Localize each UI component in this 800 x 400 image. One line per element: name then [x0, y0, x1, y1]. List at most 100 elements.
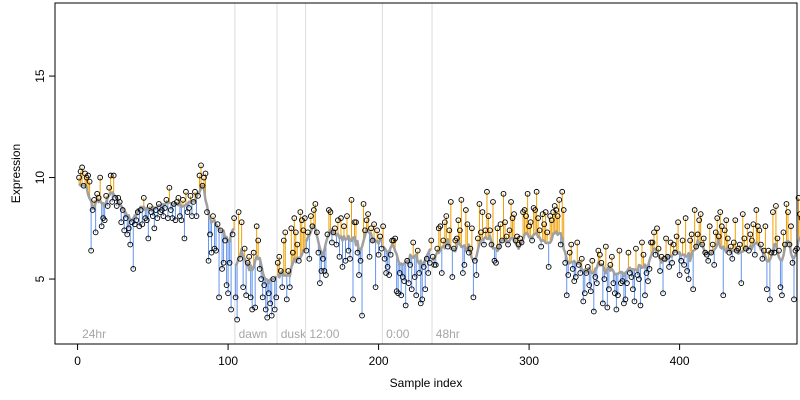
plot-frame — [54, 2, 798, 345]
data-point — [503, 233, 510, 240]
data-point — [262, 306, 269, 313]
data-point — [739, 211, 746, 217]
data-point — [166, 184, 173, 191]
data-point — [377, 233, 383, 240]
data-point — [548, 217, 555, 224]
data-point — [347, 255, 353, 262]
data-point — [536, 227, 543, 234]
data-point — [311, 207, 317, 213]
data-point — [696, 217, 703, 224]
data-point — [152, 207, 159, 213]
data-point — [752, 251, 758, 258]
data-point — [291, 215, 298, 222]
data-point — [315, 249, 322, 256]
data-point — [434, 245, 441, 252]
data-point — [255, 237, 262, 244]
region-label: 0:00 — [386, 327, 410, 341]
data-point — [360, 201, 367, 207]
x-tick-label: 400 — [670, 354, 690, 368]
data-point — [788, 223, 794, 230]
data-point — [797, 211, 800, 217]
data-point — [183, 188, 189, 195]
data-point — [350, 296, 356, 303]
data-point — [791, 296, 797, 303]
data-point — [470, 294, 477, 301]
data-point — [259, 294, 266, 301]
data-point — [277, 268, 284, 274]
data-point — [691, 207, 698, 213]
data-point — [359, 312, 365, 319]
data-point — [610, 280, 617, 286]
data-point — [681, 261, 687, 268]
data-point — [756, 227, 763, 234]
data-point — [222, 237, 228, 244]
data-point — [232, 294, 239, 301]
data-point — [384, 264, 391, 270]
data-point — [408, 286, 415, 293]
data-point — [747, 231, 754, 238]
data-point — [122, 215, 129, 222]
data-point — [563, 292, 570, 299]
data-point — [736, 241, 743, 248]
data-point — [586, 282, 593, 288]
data-point — [375, 251, 382, 258]
data-point — [411, 274, 418, 280]
data-point — [616, 247, 623, 254]
y-axis: 5 10 15 — [33, 69, 56, 282]
data-point — [768, 249, 775, 256]
data-point — [414, 247, 421, 254]
data-point — [673, 233, 680, 240]
data-point — [243, 292, 249, 299]
data-point — [664, 253, 671, 260]
data-point — [529, 237, 535, 244]
data-point — [693, 243, 700, 250]
data-point — [149, 213, 156, 219]
data-point — [724, 235, 731, 242]
data-point — [407, 261, 414, 268]
data-point — [252, 304, 259, 311]
data-point — [143, 217, 150, 224]
data-point — [405, 280, 412, 286]
data-point — [244, 259, 251, 266]
data-point — [625, 249, 632, 256]
data-point — [720, 292, 727, 299]
data-point — [654, 225, 660, 232]
data-point — [323, 272, 329, 278]
data-point — [429, 253, 436, 260]
data-point — [440, 237, 447, 244]
data-point — [193, 213, 200, 219]
data-point — [715, 233, 722, 240]
data-point — [121, 227, 128, 234]
data-points — [76, 162, 800, 323]
data-point — [786, 241, 793, 248]
data-point — [660, 290, 666, 297]
data-point — [345, 247, 352, 254]
data-point — [256, 266, 263, 272]
data-point — [497, 221, 504, 228]
data-point — [308, 213, 314, 219]
region-label: 12:00 — [309, 327, 339, 341]
y-tick-label: 5 — [33, 275, 47, 282]
data-point — [336, 253, 343, 260]
data-point — [599, 300, 606, 307]
data-point — [91, 197, 97, 203]
data-point — [544, 229, 551, 236]
data-point — [697, 211, 704, 217]
data-point — [344, 213, 350, 219]
data-point — [309, 223, 316, 230]
data-point — [180, 197, 186, 203]
data-point — [554, 213, 561, 219]
data-point — [596, 251, 603, 258]
data-point — [348, 197, 355, 203]
x-tick-label: 200 — [369, 354, 389, 368]
data-point — [657, 268, 663, 274]
x-tick-label: 0 — [74, 354, 81, 368]
data-point — [425, 270, 432, 276]
data-point — [583, 270, 590, 276]
data-point — [92, 229, 99, 236]
data-point — [652, 251, 659, 258]
data-point — [535, 215, 541, 222]
data-point — [341, 223, 347, 230]
data-point — [604, 304, 611, 311]
